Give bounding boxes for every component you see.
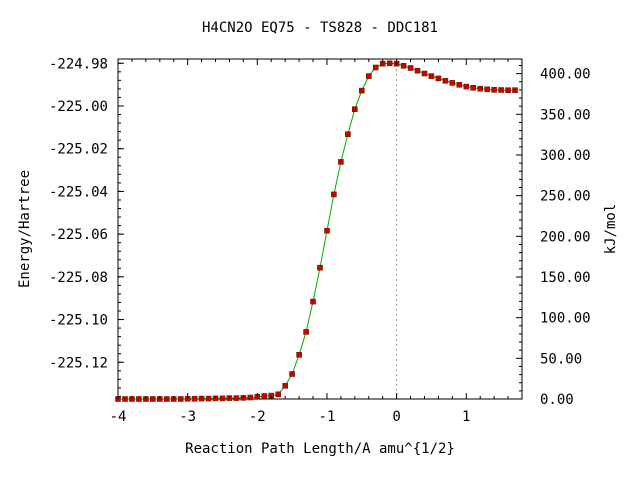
energy-curve xyxy=(118,62,515,400)
y2-tick-label: 350.00 xyxy=(540,107,591,123)
data-point xyxy=(505,87,511,93)
data-point xyxy=(484,86,491,93)
data-point xyxy=(310,298,316,305)
data-point xyxy=(205,395,212,402)
data-point xyxy=(512,87,518,93)
y2-tick-label: 400.00 xyxy=(540,67,591,83)
data-point xyxy=(136,396,142,402)
data-point xyxy=(365,73,372,79)
chart-title: H4CN2O EQ75 - TS828 - DDC181 xyxy=(202,20,438,36)
data-point xyxy=(442,78,449,84)
data-point xyxy=(463,83,470,90)
data-point xyxy=(303,329,309,335)
y2-tick-label: 300.00 xyxy=(540,148,591,164)
plot-frame xyxy=(117,58,523,400)
data-point xyxy=(358,87,365,94)
data-point xyxy=(477,85,484,92)
energy-line xyxy=(118,62,515,400)
y2-tick-label: 100.00 xyxy=(540,311,591,327)
data-point xyxy=(177,396,184,402)
data-point xyxy=(435,75,442,82)
x-tick-label: -1 xyxy=(319,409,336,425)
data-point xyxy=(191,395,198,402)
y-tick-label: -225.04 xyxy=(49,184,108,200)
data-point xyxy=(372,64,379,71)
data-point xyxy=(386,60,393,67)
data-point xyxy=(498,87,504,93)
data-point xyxy=(233,395,240,401)
y2-tick-label: 0.00 xyxy=(540,392,574,408)
x-axis-ticks: -4 -3 -2 -1 0 1 xyxy=(110,59,509,425)
y-tick-label: -225.02 xyxy=(49,142,108,158)
data-point xyxy=(456,82,463,88)
y-axis-ticks: -224.98 -225.00 -225.02 -225.04 -225.06 -225.… xyxy=(49,56,124,397)
data-point xyxy=(428,73,435,79)
data-point xyxy=(345,131,351,137)
y-tick-label: -225.12 xyxy=(49,355,108,371)
x-tick-label: -4 xyxy=(110,409,127,425)
data-point xyxy=(407,65,414,71)
data-point xyxy=(164,396,170,402)
y2-tick-label: 50.00 xyxy=(540,351,582,367)
x-tick-label: 1 xyxy=(462,409,470,425)
y-axis-label: Energy/Hartree xyxy=(17,170,33,288)
data-point xyxy=(470,85,477,91)
data-point xyxy=(289,371,295,377)
data-point xyxy=(338,159,344,165)
data-point xyxy=(296,351,302,358)
data-point xyxy=(150,396,156,402)
y2-axis-label: kJ/mol xyxy=(603,204,619,255)
x-tick-label: 0 xyxy=(392,409,400,425)
plot-border xyxy=(117,58,523,400)
data-point xyxy=(491,87,497,93)
y-tick-label: -225.08 xyxy=(49,270,108,286)
data-point xyxy=(282,382,289,389)
data-points xyxy=(115,60,518,402)
data-point xyxy=(449,80,456,86)
x-axis-label: Reaction Path Length/A amu^{1/2} xyxy=(185,441,455,457)
data-point xyxy=(261,393,268,399)
data-point xyxy=(219,395,226,402)
y-tick-label: -225.00 xyxy=(49,99,108,115)
y-tick-label: -225.06 xyxy=(49,227,108,243)
data-point xyxy=(324,227,330,234)
data-point xyxy=(421,70,428,77)
data-point xyxy=(275,391,282,398)
x-tick-label: -3 xyxy=(179,409,196,425)
y2-tick-label: 200.00 xyxy=(540,229,591,245)
data-point xyxy=(122,396,128,402)
data-point xyxy=(331,191,337,198)
data-point xyxy=(400,62,407,69)
x-tick-label: -2 xyxy=(249,409,266,425)
y2-axis-ticks: 400.00 350.00 300.00 250.00 200.00 150.00 100.… xyxy=(516,65,591,408)
data-point xyxy=(351,106,358,112)
y2-tick-label: 150.00 xyxy=(540,270,591,286)
data-point xyxy=(414,67,421,74)
y-tick-label: -225.10 xyxy=(49,313,108,329)
y2-tick-label: 250.00 xyxy=(540,189,591,205)
data-point xyxy=(247,394,254,401)
y-tick-label: -224.98 xyxy=(49,56,108,72)
data-point xyxy=(317,264,323,271)
